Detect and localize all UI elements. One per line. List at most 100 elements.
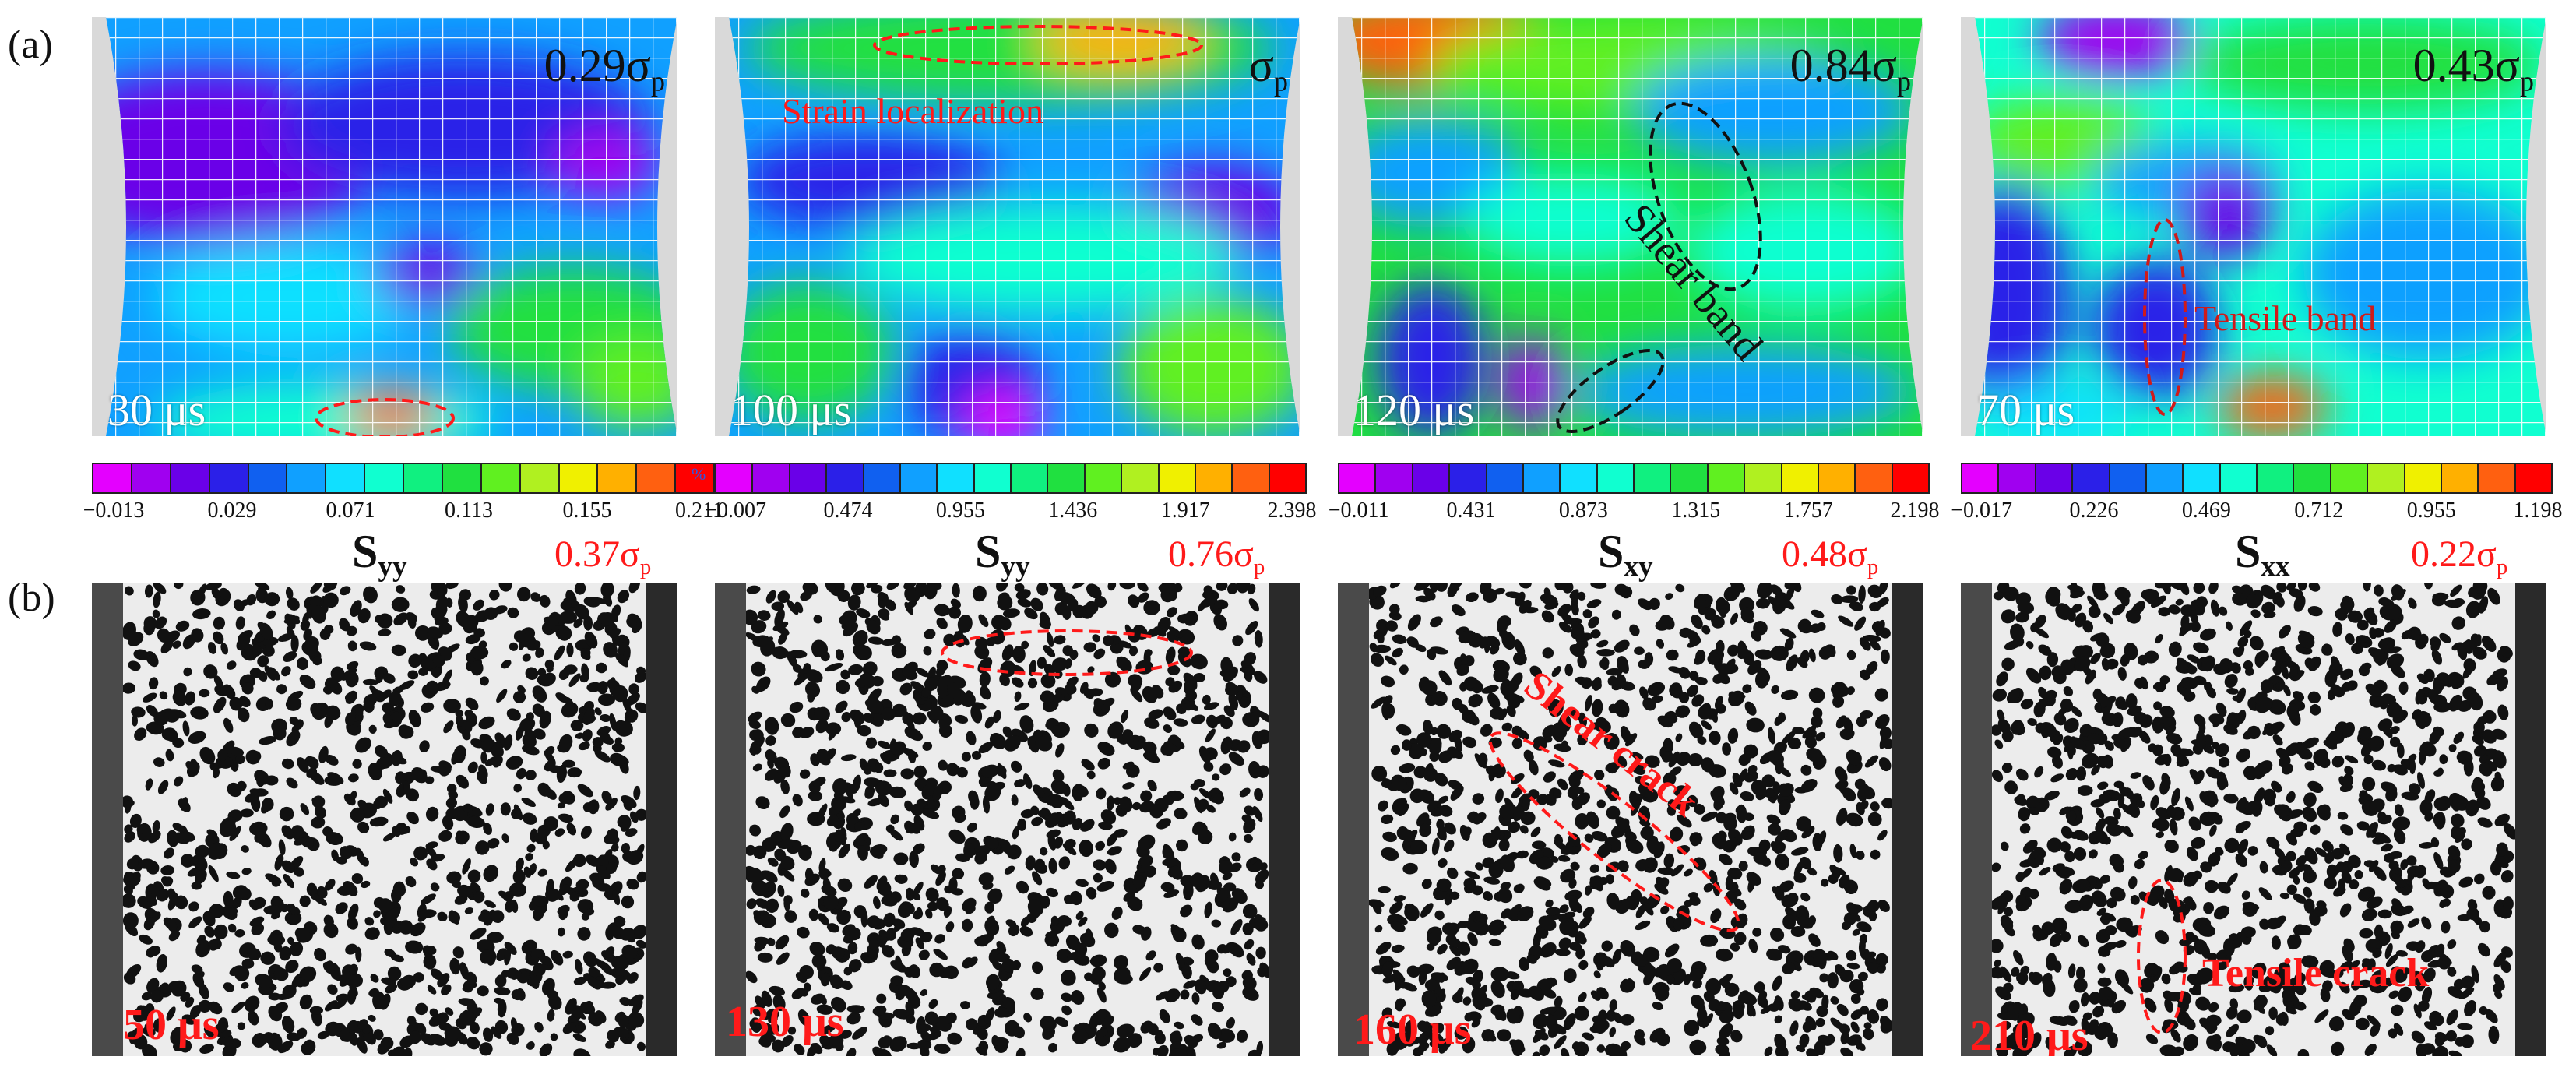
colorbar-tick-label: 0.431 xyxy=(1446,498,1496,523)
colorbar-swatch xyxy=(2036,464,2074,492)
colorbar-ticks-2: −0.007 0.474 0.955 1.436 1.917 2.398 xyxy=(705,498,1316,525)
speckle-photo-panel-2: 130 μs xyxy=(715,583,1300,1056)
colorbar-swatch xyxy=(1012,464,1049,492)
colorbar-swatch xyxy=(1597,464,1635,492)
colorbar-swatch xyxy=(132,464,171,492)
speckle-image xyxy=(92,583,677,1056)
colorbar-tick-label: 0.955 xyxy=(935,498,985,523)
colorbar-tick-label: 1.315 xyxy=(1671,498,1721,523)
stress-level-red: 0.22σp xyxy=(2411,534,2508,580)
colorbar-swatch xyxy=(2073,464,2110,492)
time-label: 130 μs xyxy=(726,998,844,1046)
colorbar-swatch xyxy=(1523,464,1561,492)
colorbar-tick-label: 0.873 xyxy=(1558,498,1608,523)
shear-crack-outline xyxy=(1488,731,1740,932)
colorbar-tick-label: −0.013 xyxy=(83,498,145,523)
colorbar-swatch xyxy=(248,464,288,492)
colorbar-swatch xyxy=(2294,464,2331,492)
colorbar-swatch xyxy=(974,464,1012,492)
colorbar-swatch xyxy=(287,464,327,492)
colorbar-swatch xyxy=(481,464,521,492)
time-label: 50 μs xyxy=(123,1001,220,1049)
colorbar-swatch xyxy=(2110,464,2147,492)
colorbar-ticks-1: −0.013 0.029 0.071 0.113 0.155 0.211 xyxy=(83,498,723,525)
load-level-label: σp xyxy=(1248,40,1288,97)
field-component-label: Sxy xyxy=(1598,526,1653,583)
colorbar-swatch xyxy=(2441,464,2479,492)
colorbar-4 xyxy=(1961,463,2553,494)
colorbar-swatch xyxy=(2368,464,2405,492)
load-level-label: 0.43σp xyxy=(2412,40,2534,97)
colorbar-tick-label: 1.757 xyxy=(1783,498,1833,523)
colorbar-tick-label: 0.712 xyxy=(2294,498,2344,523)
colorbar-tick-label: 0.474 xyxy=(823,498,873,523)
colorbar-swatch xyxy=(404,464,443,492)
colorbar-swatch xyxy=(1376,464,1413,492)
colorbar-tick-label: 0.113 xyxy=(445,498,493,523)
colorbar-swatch xyxy=(1085,464,1123,492)
colorbar-swatch xyxy=(1269,464,1305,492)
strain-field-image xyxy=(1352,17,1923,436)
colorbar-swatch xyxy=(1635,464,1672,492)
colorbar-tick-label: −0.007 xyxy=(705,498,766,523)
colorbar-tick-label: −0.011 xyxy=(1328,498,1389,523)
colorbar-swatch xyxy=(1048,464,1086,492)
colorbar-tick-label: 1.917 xyxy=(1160,498,1210,523)
colorbar-swatch xyxy=(1487,464,1524,492)
colorbar-tick-label: 0.155 xyxy=(562,498,612,523)
colorbar-swatch xyxy=(365,464,404,492)
time-label: 210 μs xyxy=(1970,1012,2089,1056)
strain-map-panel-3: 0.84σp Shear band 120 μs xyxy=(1338,17,1923,436)
colorbar-swatch xyxy=(1708,464,1746,492)
colorbar-tick-label: 0.211 xyxy=(675,498,723,523)
colorbar-swatch xyxy=(520,464,560,492)
colorbar-ticks-3: −0.011 0.431 0.873 1.315 1.757 2.198 xyxy=(1328,498,1940,525)
colorbar-swatch xyxy=(938,464,975,492)
colorbar-swatch xyxy=(2331,464,2369,492)
colorbar-swatch xyxy=(1999,464,2036,492)
tensile-crack-annotation: Tensile crack xyxy=(2202,951,2430,995)
colorbar-swatch xyxy=(1122,464,1160,492)
colorbar-tick-label: 0.469 xyxy=(2181,498,2231,523)
colorbar-swatch xyxy=(93,464,132,492)
colorbar-tick-label: 2.198 xyxy=(1890,498,1940,523)
colorbar-tick-label: 1.436 xyxy=(1048,498,1098,523)
unit-label: % xyxy=(692,464,706,484)
time-label: 70 μs xyxy=(1976,385,2075,435)
colorbar-tick-label: 0.071 xyxy=(326,498,375,523)
colorbar-1 xyxy=(92,463,715,494)
colorbar-swatch xyxy=(326,464,366,492)
colorbar-swatch xyxy=(442,464,482,492)
tensile-band-annotation: Tensile band xyxy=(2194,298,2377,338)
colorbar-3 xyxy=(1338,463,1930,494)
speckle-image xyxy=(1338,583,1923,1056)
load-level-label: 0.29σp xyxy=(544,40,665,97)
colorbar-swatch xyxy=(864,464,901,492)
colorbar-swatch xyxy=(171,464,210,492)
strain-map-panel-4: 0.43σp Tensile band 70 μs xyxy=(1961,17,2546,436)
colorbar-ticks-4: −0.017 0.226 0.469 0.712 0.955 1.198 xyxy=(1951,498,2562,525)
speckle-image xyxy=(715,583,1300,1056)
colorbar-swatch xyxy=(1671,464,1709,492)
colorbar-swatch xyxy=(2258,464,2295,492)
speckle-photo-panel-1: 50 μs xyxy=(92,583,677,1056)
colorbar-swatch xyxy=(1561,464,1598,492)
colorbar-swatch xyxy=(827,464,864,492)
colorbar-swatch xyxy=(1159,464,1196,492)
colorbar-swatch xyxy=(1818,464,1856,492)
colorbar-swatch xyxy=(2479,464,2516,492)
strain-map-panel-2: σp Strain localization 100 μs xyxy=(715,17,1300,436)
colorbar-swatch xyxy=(2515,464,2551,492)
strain-localization-annotation: Strain localization xyxy=(782,91,1043,131)
field-component-label: Syy xyxy=(975,526,1030,583)
stress-level-red: 0.37σp xyxy=(554,534,652,580)
colorbar-swatch xyxy=(1195,464,1233,492)
strain-field-image xyxy=(1975,17,2546,436)
speckle-photo-panel-3: Shear crack 160 μs xyxy=(1338,583,1923,1056)
localization-outline xyxy=(941,629,1193,676)
colorbar-tick-label: 2.398 xyxy=(1267,498,1317,523)
speckle-image xyxy=(1961,583,2546,1056)
colorbar-swatch xyxy=(209,464,249,492)
row-label-b: (b) xyxy=(8,576,55,620)
speckle-photo-panel-4: Tensile crack 210 μs xyxy=(1961,583,2546,1056)
